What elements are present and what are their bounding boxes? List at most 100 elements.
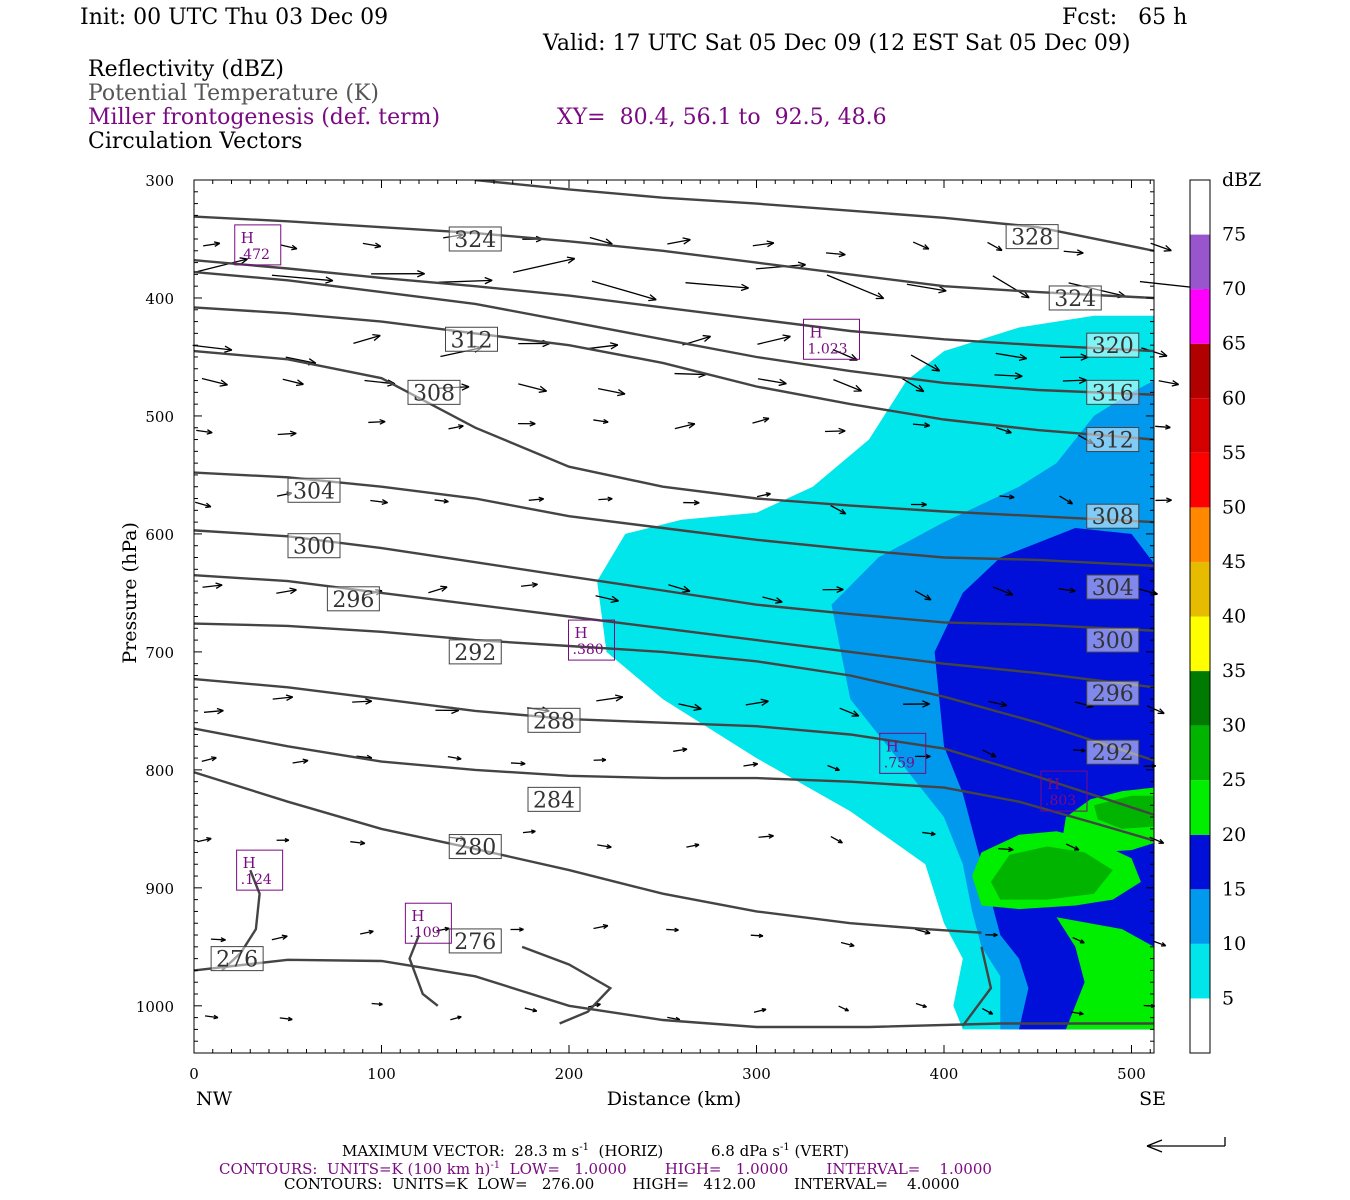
vector-arrow [1059, 495, 1073, 505]
isentrope-label-box [287, 477, 341, 503]
vector-arrow [203, 709, 224, 713]
colorbar-label: 35 [1222, 660, 1246, 682]
fronto-high-box [236, 849, 284, 891]
vector-arrowhead [925, 753, 931, 760]
vector-arrow [428, 586, 448, 594]
vector-arrow [752, 417, 770, 424]
y-axis-label: Pressure (hPa) [119, 522, 141, 664]
vector-arrowhead [531, 829, 536, 835]
vector-arrow [371, 1002, 383, 1006]
vector-arrow [1065, 843, 1080, 851]
isentrope-label-box [1005, 224, 1059, 250]
isentrope-276 [194, 958, 1154, 1029]
vector-arrow [982, 1008, 994, 1015]
isentrope-292 [194, 622, 1154, 762]
isentrope-label-box [287, 533, 341, 559]
vector-arrow [271, 274, 334, 282]
vector-arrow [285, 356, 316, 364]
vector-arrowhead [761, 1007, 767, 1013]
isentrope-label: 292 [454, 641, 496, 666]
isentrope-320 [194, 259, 1154, 353]
vector-arrow [271, 935, 288, 941]
vector-arrow [195, 258, 248, 273]
vector-arrowhead [1163, 244, 1172, 252]
colorbar-swatch [1190, 671, 1210, 726]
vector-arrowhead [1159, 350, 1168, 358]
vector-arrow [280, 244, 298, 250]
vector-arrow [596, 696, 623, 702]
x-axis-label: Distance (km) [607, 1088, 742, 1110]
fronto-high-value: .759 [884, 755, 915, 771]
theta-isentropes: 324 328 324 312 320 308 316 312 304 308 300 304 296 3… [194, 180, 1154, 1029]
fronto-high-letter: H [243, 854, 256, 872]
vector-arrowhead [417, 270, 425, 278]
vector-arrow [830, 835, 843, 844]
vector-arrowhead [693, 703, 702, 712]
isentrope-label: 324 [454, 228, 496, 253]
vector-arrow [832, 349, 858, 361]
fronto-high-letter: H [411, 907, 424, 925]
fronto-high-letter: H [810, 323, 823, 341]
vector-arrowhead [461, 383, 470, 391]
colorbar-label: 10 [1222, 933, 1246, 955]
fronto-high-box [234, 224, 282, 266]
isentrope-312 [194, 306, 1154, 441]
xy-endpoints: XY= 80.4, 56.1 to 92.5, 48.6 [557, 105, 887, 130]
field-vectors: Circulation Vectors [88, 129, 303, 154]
vector-arrowhead [609, 342, 619, 350]
colorbar-label: 15 [1222, 878, 1246, 900]
vector-arrowhead [281, 934, 288, 940]
isentrope-300 [194, 529, 1154, 632]
colorbar-swatch [1190, 834, 1210, 890]
isentrope-304 [194, 471, 1154, 567]
vector-arrow [356, 755, 372, 759]
vector-arrowhead [702, 334, 712, 342]
vector-arrowhead [694, 843, 700, 848]
colorbar-label: 70 [1222, 278, 1246, 300]
vector-arrowhead [205, 502, 212, 509]
isentrope-label-box [326, 586, 380, 612]
isentrope-label: 296 [1092, 682, 1134, 707]
vector-arrow [276, 589, 297, 594]
vector-arrowhead [213, 241, 221, 247]
vector-arrow [512, 257, 575, 274]
vector-arrowhead [606, 844, 612, 850]
vector-arrowhead [302, 758, 309, 764]
vector-arrow [678, 703, 702, 710]
fronto-high-box [803, 318, 860, 360]
vector-arrowhead [834, 766, 840, 772]
axes: 0 100 200 300 400 500 300 400 500 600 700 800 900 100… [119, 172, 1166, 1110]
vector-arrow [756, 493, 771, 498]
colorbar-label: 60 [1222, 387, 1246, 409]
vector-arrowhead [379, 418, 386, 425]
vector-arrowhead [1005, 428, 1012, 434]
fronto-high-box [1040, 770, 1088, 812]
vector-arrowhead [1161, 942, 1167, 947]
isentrope-label: 280 [454, 836, 496, 861]
isentrope-label: 304 [293, 479, 335, 504]
fronto-high-value: .124 [241, 872, 272, 888]
isentrope-label-box [1086, 503, 1140, 529]
isentrope-label: 328 [1011, 226, 1053, 251]
vector-arrow [1073, 749, 1086, 752]
colorbar-swatch [1190, 180, 1210, 235]
vector-arrowhead [1018, 353, 1028, 362]
vector-arrow [912, 241, 930, 250]
x-tick-label: 100 [367, 1065, 396, 1083]
vector-arrowhead [538, 496, 545, 502]
vector-arrowhead [602, 418, 609, 425]
vector-arrow [1074, 701, 1094, 708]
vector-arrowhead [921, 501, 927, 508]
vector-arrowhead [1078, 376, 1087, 385]
vector-arrowhead [538, 385, 548, 393]
vector-arrowhead [444, 926, 450, 932]
vector-arrowhead [682, 585, 691, 593]
vector-arrow [589, 236, 613, 245]
isentrope-288 [194, 677, 1154, 816]
vector-arrowhead [839, 508, 847, 515]
isentrope-label-box [1086, 680, 1140, 706]
vector-arrowhead [1005, 589, 1014, 596]
isentrope-label-box [1086, 739, 1140, 765]
x-tick-label: 200 [555, 1065, 584, 1083]
